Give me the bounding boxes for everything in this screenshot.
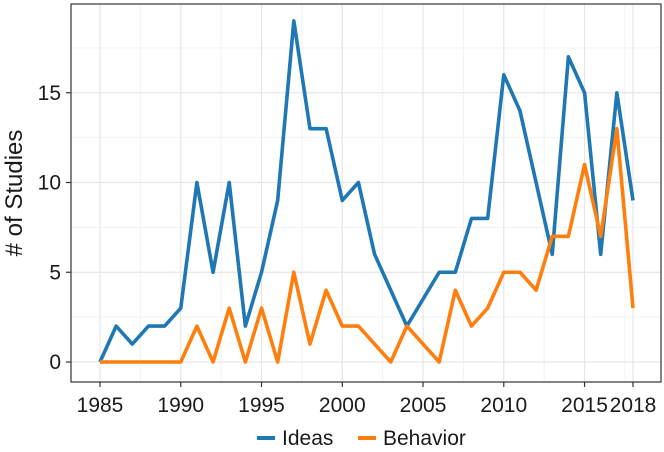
x-tick-labels: 1985 1990 1995 2000 2005 2010 2015 2018 (77, 382, 657, 417)
series-lines (98, 19, 635, 364)
x-tick-label: 2005 (400, 394, 447, 417)
y-tick-label: 15 (38, 82, 61, 105)
y-tick-label: 5 (49, 261, 61, 284)
y-tick-labels: 0 5 10 15 (38, 82, 71, 374)
y-tick-label: 10 (38, 172, 61, 195)
legend-label-ideas: Ideas (282, 427, 333, 450)
series-line-ideas (98, 19, 635, 363)
x-tick-label: 1985 (77, 394, 124, 417)
x-tick-label: 1995 (238, 394, 285, 417)
series-line-behavior (100, 126, 635, 364)
plot-border (70, 3, 662, 383)
legend-label-behavior: Behavior (383, 427, 466, 450)
y-axis-title: # of Studies (1, 130, 28, 257)
legend: Ideas Behavior (257, 427, 466, 450)
x-tick-label: 2000 (319, 394, 366, 417)
x-tick-label: 2015 (561, 394, 608, 417)
x-tick-label: 2018 (610, 394, 657, 417)
x-tick-label: 2010 (480, 394, 527, 417)
x-tick-label: 1990 (157, 394, 204, 417)
y-tick-label: 0 (49, 351, 61, 374)
